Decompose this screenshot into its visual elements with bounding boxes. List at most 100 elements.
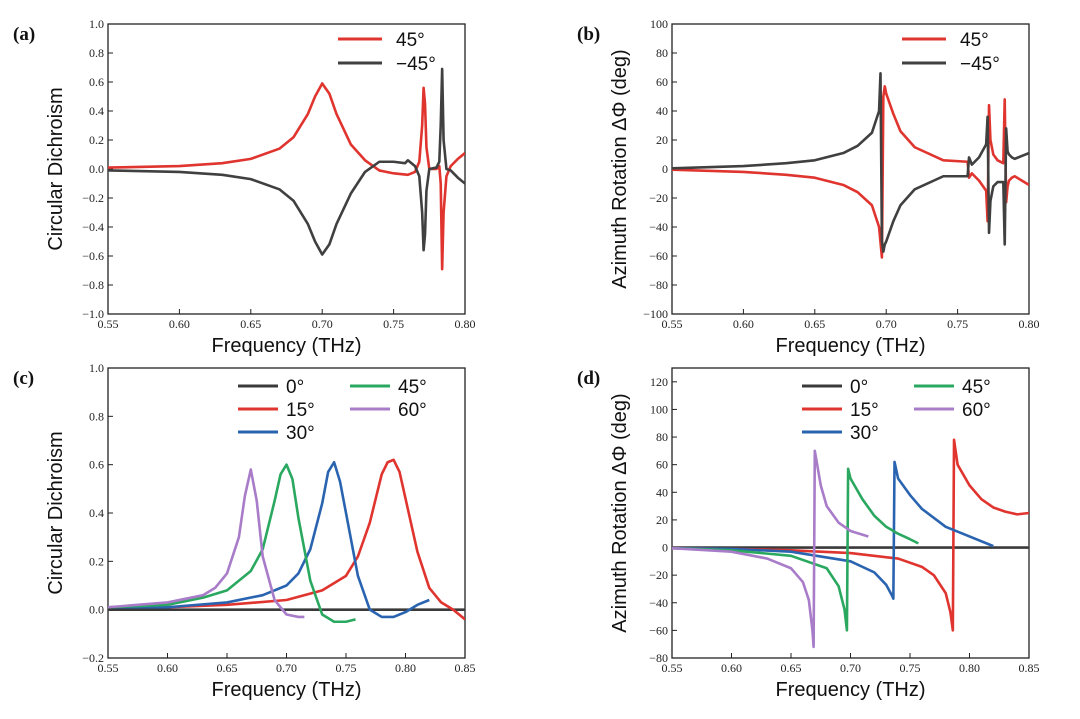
series-line-0 — [108, 82, 465, 271]
x-tick-label: 0.55 — [662, 661, 683, 675]
x-tick-label: 0.75 — [947, 317, 968, 331]
x-tick-label: 0.75 — [336, 661, 357, 675]
y-tick-label: 80 — [656, 46, 668, 60]
y-tick-label: 0.0 — [89, 603, 104, 617]
y-tick-label: 20 — [656, 513, 668, 527]
x-tick-label: 0.55 — [98, 317, 119, 331]
y-tick-label: −80 — [649, 651, 668, 665]
x-axis-label: Frequency (THz) — [211, 679, 361, 701]
x-tick-label: 0.55 — [662, 317, 683, 331]
y-tick-label: 100 — [650, 17, 668, 31]
y-tick-label: 60 — [656, 458, 668, 472]
legend-label: 60° — [962, 400, 991, 421]
x-tick-label: 0.85 — [455, 661, 476, 675]
legend-label: 15° — [286, 400, 315, 421]
panel-label: (a) — [13, 24, 35, 45]
y-tick-label: 120 — [650, 375, 668, 389]
y-tick-label: 1.0 — [89, 17, 104, 31]
x-tick-label: 0.70 — [840, 661, 861, 675]
y-tick-label: 20 — [656, 133, 668, 147]
x-tick-label: 0.60 — [733, 317, 754, 331]
legend-label: 30° — [850, 423, 879, 444]
x-tick-label: 0.75 — [900, 661, 921, 675]
y-tick-label: 100 — [650, 402, 668, 416]
x-tick-label: 0.65 — [240, 317, 261, 331]
x-tick-label: 0.80 — [1019, 317, 1040, 331]
y-tick-label: 0.2 — [89, 133, 104, 147]
y-tick-label: 0.6 — [89, 458, 104, 472]
x-tick-label: 0.70 — [312, 317, 333, 331]
legend-label: 0° — [286, 377, 304, 398]
chart-panel-2: (c) 0.55 0.60 0.65 0.70 0.75 0.80 0.85 −0.2 0.0 0.… — [13, 361, 476, 701]
x-tick-label: 0.70 — [876, 317, 897, 331]
y-tick-label: −40 — [649, 596, 668, 610]
legend-label: 15° — [850, 400, 879, 421]
y-tick-label: 80 — [656, 430, 668, 444]
y-tick-label: −0.2 — [82, 651, 104, 665]
y-tick-label: −20 — [649, 568, 668, 582]
series-line-3 — [108, 463, 356, 624]
y-axis-label: Circular Dichroism — [45, 87, 67, 250]
x-axis-label: Frequency (THz) — [775, 335, 925, 357]
y-tick-label: 0.8 — [89, 409, 104, 423]
x-tick-label: 0.65 — [217, 661, 238, 675]
y-tick-label: −100 — [643, 307, 668, 321]
legend-label: −45° — [396, 54, 436, 75]
x-tick-label: 0.80 — [395, 661, 416, 675]
y-tick-label: 60 — [656, 75, 668, 89]
series-line-2 — [672, 460, 994, 600]
chart-panel-3: (d) 0.55 0.60 0.65 0.70 0.75 0.80 0.85 −80 −60 −40… — [577, 367, 1040, 701]
y-axis-label: Azimuth Rotation ΔΦ (deg) — [609, 49, 631, 288]
x-tick-label: 0.65 — [781, 661, 802, 675]
panel-label: (c) — [13, 368, 34, 389]
y-tick-label: −0.2 — [82, 191, 104, 205]
legend-label: 45° — [398, 377, 427, 398]
legend-label: 60° — [398, 400, 427, 421]
x-tick-label: 0.55 — [98, 661, 119, 675]
y-tick-label: −60 — [649, 623, 668, 637]
y-tick-label: −0.4 — [82, 220, 104, 234]
y-axis-label: Circular Dichroism — [45, 431, 67, 594]
panel-label: (b) — [577, 24, 600, 45]
series-line-4 — [672, 449, 869, 649]
panel-label: (d) — [577, 368, 600, 389]
y-tick-label: −40 — [649, 220, 668, 234]
y-tick-label: 40 — [656, 485, 668, 499]
series-line-4 — [108, 468, 305, 619]
legend: 0°15°30° 45°60° — [238, 377, 427, 444]
x-axis-label: Frequency (THz) — [211, 335, 361, 357]
series-line-3 — [672, 467, 919, 632]
x-tick-label: 0.70 — [276, 661, 297, 675]
y-tick-label: −80 — [649, 278, 668, 292]
y-tick-label: 1.0 — [89, 361, 104, 375]
y-tick-label: 0.6 — [89, 75, 104, 89]
series-line-1 — [672, 72, 1029, 253]
y-tick-label: −60 — [649, 249, 668, 263]
y-tick-label: 0.4 — [89, 506, 104, 520]
legend: 45° −45° — [338, 30, 436, 75]
chart-panel-0: (a) 0.55 0.60 0.65 0.70 0.75 0.80 −1.0 −0.8 −0.6 −… — [13, 17, 476, 357]
y-tick-label: 0.8 — [89, 46, 104, 60]
legend-label: 0° — [850, 377, 868, 398]
legend-label: 30° — [286, 423, 315, 444]
legend-label: 45° — [962, 377, 991, 398]
legend: 0°15°30° 45°60° — [802, 377, 991, 444]
x-tick-label: 0.75 — [383, 317, 404, 331]
series-line-0 — [672, 85, 1029, 259]
y-tick-label: −1.0 — [82, 307, 104, 321]
y-tick-label: 0 — [662, 162, 668, 176]
series-line-2 — [108, 460, 430, 619]
legend-label: 45° — [960, 30, 989, 51]
y-tick-label: −0.8 — [82, 278, 104, 292]
x-axis-label: Frequency (THz) — [775, 679, 925, 701]
y-axis-label: Azimuth Rotation ΔΦ (deg) — [609, 393, 631, 632]
x-tick-label: 0.60 — [157, 661, 178, 675]
y-tick-label: 0.0 — [89, 162, 104, 176]
y-tick-label: 0.4 — [89, 104, 104, 118]
legend-label: 45° — [396, 30, 425, 51]
x-tick-label: 0.60 — [721, 661, 742, 675]
y-tick-label: −20 — [649, 191, 668, 205]
chart-panel-1: (b) 0.55 0.60 0.65 0.70 0.75 0.80 −100 −80 −60 −40… — [577, 17, 1040, 357]
series-line-1 — [672, 438, 1029, 632]
